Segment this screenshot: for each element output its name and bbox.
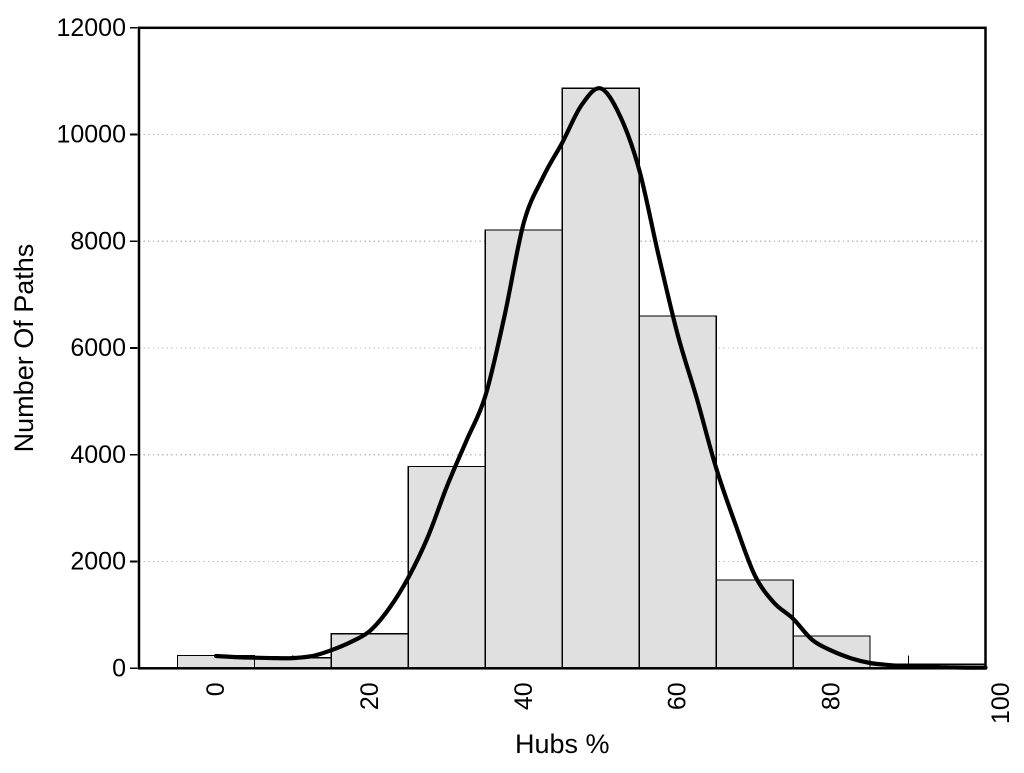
x-tick-label: 80 xyxy=(818,682,846,710)
histogram-bar xyxy=(407,465,486,669)
x-tick-label: 60 xyxy=(664,682,692,710)
histogram-bar xyxy=(561,87,640,669)
histogram-bar xyxy=(638,315,717,669)
y-tick-label: 2000 xyxy=(70,548,126,576)
y-tick-label: 10000 xyxy=(56,121,126,149)
x-tick-labels: 0 20 40 60 80 100 xyxy=(202,682,1015,724)
histogram-bars xyxy=(176,87,987,669)
x-tick-label: 0 xyxy=(202,682,230,696)
y-tick-label: 8000 xyxy=(70,227,126,255)
x-tick-label: 20 xyxy=(356,682,384,710)
plot-border xyxy=(137,26,987,670)
x-axis-title: Hubs % xyxy=(515,729,610,759)
histogram-bar xyxy=(484,229,563,669)
x-tick-label: 100 xyxy=(987,682,1015,724)
y-tick-label: 6000 xyxy=(70,334,126,362)
y-tick-label: 0 xyxy=(112,654,126,682)
x-tick-label: 40 xyxy=(510,682,538,710)
y-axis-ticks xyxy=(130,26,138,670)
y-tick-labels: 0 2000 4000 6000 8000 10000 12000 xyxy=(56,14,126,682)
y-tick-label: 4000 xyxy=(70,441,126,469)
y-tick-label: 12000 xyxy=(56,14,126,42)
histogram-bar xyxy=(330,633,409,669)
histogram-bar xyxy=(715,579,794,669)
y-axis-title: Number Of Paths xyxy=(9,244,39,453)
fit-curve xyxy=(213,86,988,670)
